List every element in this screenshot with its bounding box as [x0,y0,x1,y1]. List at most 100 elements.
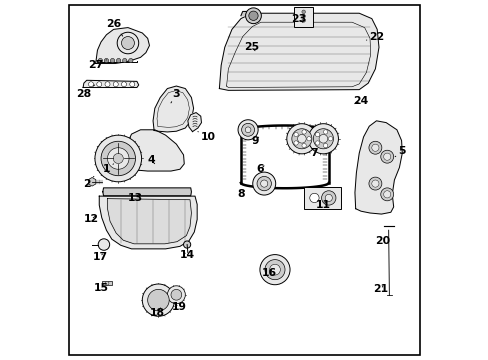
Circle shape [142,284,174,316]
Text: 3: 3 [171,89,180,103]
Circle shape [105,82,110,87]
Circle shape [319,134,327,143]
Circle shape [301,130,305,134]
Circle shape [129,82,135,87]
Circle shape [252,172,275,195]
Text: 11: 11 [315,200,330,210]
Circle shape [95,135,142,182]
Circle shape [301,14,305,18]
Circle shape [380,188,393,201]
Circle shape [325,194,332,202]
Polygon shape [126,130,184,171]
Circle shape [257,176,271,191]
Text: 15: 15 [93,283,108,293]
Circle shape [380,150,393,163]
Polygon shape [107,199,191,244]
Polygon shape [354,121,402,214]
Circle shape [88,82,93,87]
Circle shape [113,153,123,163]
Circle shape [110,58,115,63]
Polygon shape [99,196,197,249]
Circle shape [297,134,305,143]
Circle shape [301,143,305,148]
Circle shape [244,127,250,133]
Circle shape [291,129,311,149]
Polygon shape [153,86,193,132]
Circle shape [104,58,108,63]
Circle shape [113,82,118,87]
Circle shape [238,120,258,140]
Polygon shape [83,80,139,87]
Text: 21: 21 [372,284,387,294]
Circle shape [264,260,285,280]
Bar [102,281,112,285]
Text: 19: 19 [171,302,186,312]
Circle shape [321,191,335,205]
Circle shape [147,289,169,311]
Text: 20: 20 [374,236,389,246]
Text: 12: 12 [83,215,99,224]
Text: 7: 7 [310,148,318,158]
Text: 28: 28 [76,85,94,99]
Polygon shape [102,188,191,196]
Circle shape [328,136,332,141]
Text: 24: 24 [353,96,368,106]
Circle shape [260,255,289,285]
Text: 4: 4 [147,155,155,165]
Text: 18: 18 [150,308,165,318]
Circle shape [260,180,267,187]
Bar [303,187,341,209]
Circle shape [122,58,126,63]
Circle shape [98,239,109,250]
Text: 27: 27 [88,60,106,70]
Text: 9: 9 [251,136,259,145]
Circle shape [286,124,316,154]
Text: 13: 13 [127,193,142,203]
Circle shape [241,123,254,136]
Circle shape [171,289,182,300]
Circle shape [293,141,298,145]
Circle shape [121,82,126,87]
Text: 6: 6 [256,164,264,174]
Circle shape [128,58,133,63]
Circle shape [371,180,378,187]
Circle shape [245,8,261,24]
Text: 17: 17 [93,252,108,262]
Polygon shape [96,28,149,63]
Circle shape [308,124,338,154]
Circle shape [371,144,378,151]
Circle shape [269,264,280,275]
Text: 23: 23 [290,14,305,24]
Circle shape [117,32,139,54]
Text: 10: 10 [198,132,216,142]
Circle shape [97,82,102,87]
Polygon shape [187,113,201,132]
Text: 26: 26 [106,19,122,36]
Text: 8: 8 [237,189,244,199]
Circle shape [383,153,390,160]
Text: 14: 14 [179,250,194,260]
Circle shape [306,136,310,141]
Circle shape [301,19,305,22]
Circle shape [323,130,327,134]
Circle shape [368,141,381,154]
Circle shape [105,282,109,285]
Text: 2: 2 [83,176,94,189]
Circle shape [167,286,185,304]
Circle shape [301,10,305,14]
Text: 1: 1 [102,164,113,174]
Circle shape [323,143,327,148]
Circle shape [116,58,121,63]
Circle shape [248,11,258,21]
Circle shape [383,191,390,198]
Circle shape [98,58,102,63]
Circle shape [183,241,190,248]
Circle shape [107,148,129,169]
Polygon shape [241,12,255,16]
Circle shape [293,132,298,137]
Text: 22: 22 [366,32,384,41]
Circle shape [121,37,134,49]
Circle shape [101,141,135,176]
FancyBboxPatch shape [293,7,313,27]
Circle shape [315,141,319,145]
